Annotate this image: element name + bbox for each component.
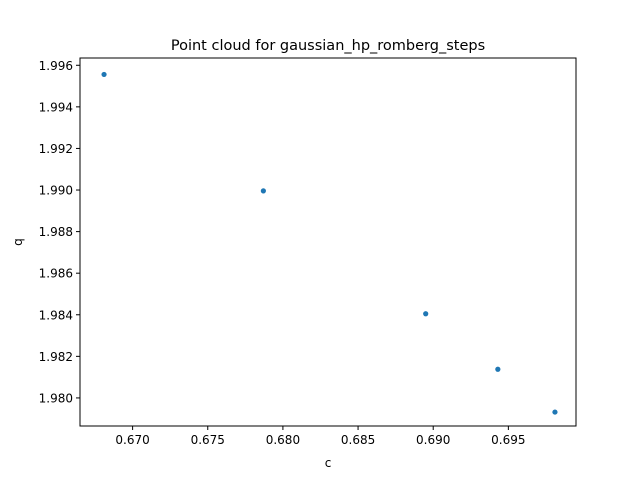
data-point xyxy=(260,188,266,194)
data-point xyxy=(552,409,558,415)
data-point xyxy=(495,366,501,372)
data-point xyxy=(423,311,429,317)
plot-frame xyxy=(79,57,577,427)
data-points xyxy=(101,71,558,415)
y-tick-label: 1.980 xyxy=(39,391,73,405)
x-tick-label: 0.680 xyxy=(266,433,300,447)
axis-ticks: 0.670 0.675 0.680 0.685 0.690 0.695 1.980 1.982… xyxy=(39,59,526,447)
y-tick-label: 1.982 xyxy=(39,350,73,364)
y-axis-label: q xyxy=(11,238,25,246)
chart-title: Point cloud for gaussian_hp_romberg_step… xyxy=(171,38,485,54)
x-tick-label: 0.670 xyxy=(115,433,149,447)
y-tick-label: 1.994 xyxy=(39,100,73,114)
x-tick-label: 0.695 xyxy=(491,433,525,447)
x-tick-label: 0.675 xyxy=(191,433,225,447)
y-tick-label: 1.996 xyxy=(39,59,73,73)
data-point xyxy=(101,71,107,78)
y-tick-label: 1.984 xyxy=(39,308,73,322)
y-tick-label: 1.988 xyxy=(39,225,73,239)
y-tick-label: 1.986 xyxy=(39,267,73,281)
x-axis-label: c xyxy=(325,456,332,470)
x-tick-label: 0.690 xyxy=(416,433,450,447)
x-tick-label: 0.685 xyxy=(341,433,375,447)
y-tick-label: 1.990 xyxy=(39,184,73,198)
y-tick-label: 1.992 xyxy=(39,142,73,156)
